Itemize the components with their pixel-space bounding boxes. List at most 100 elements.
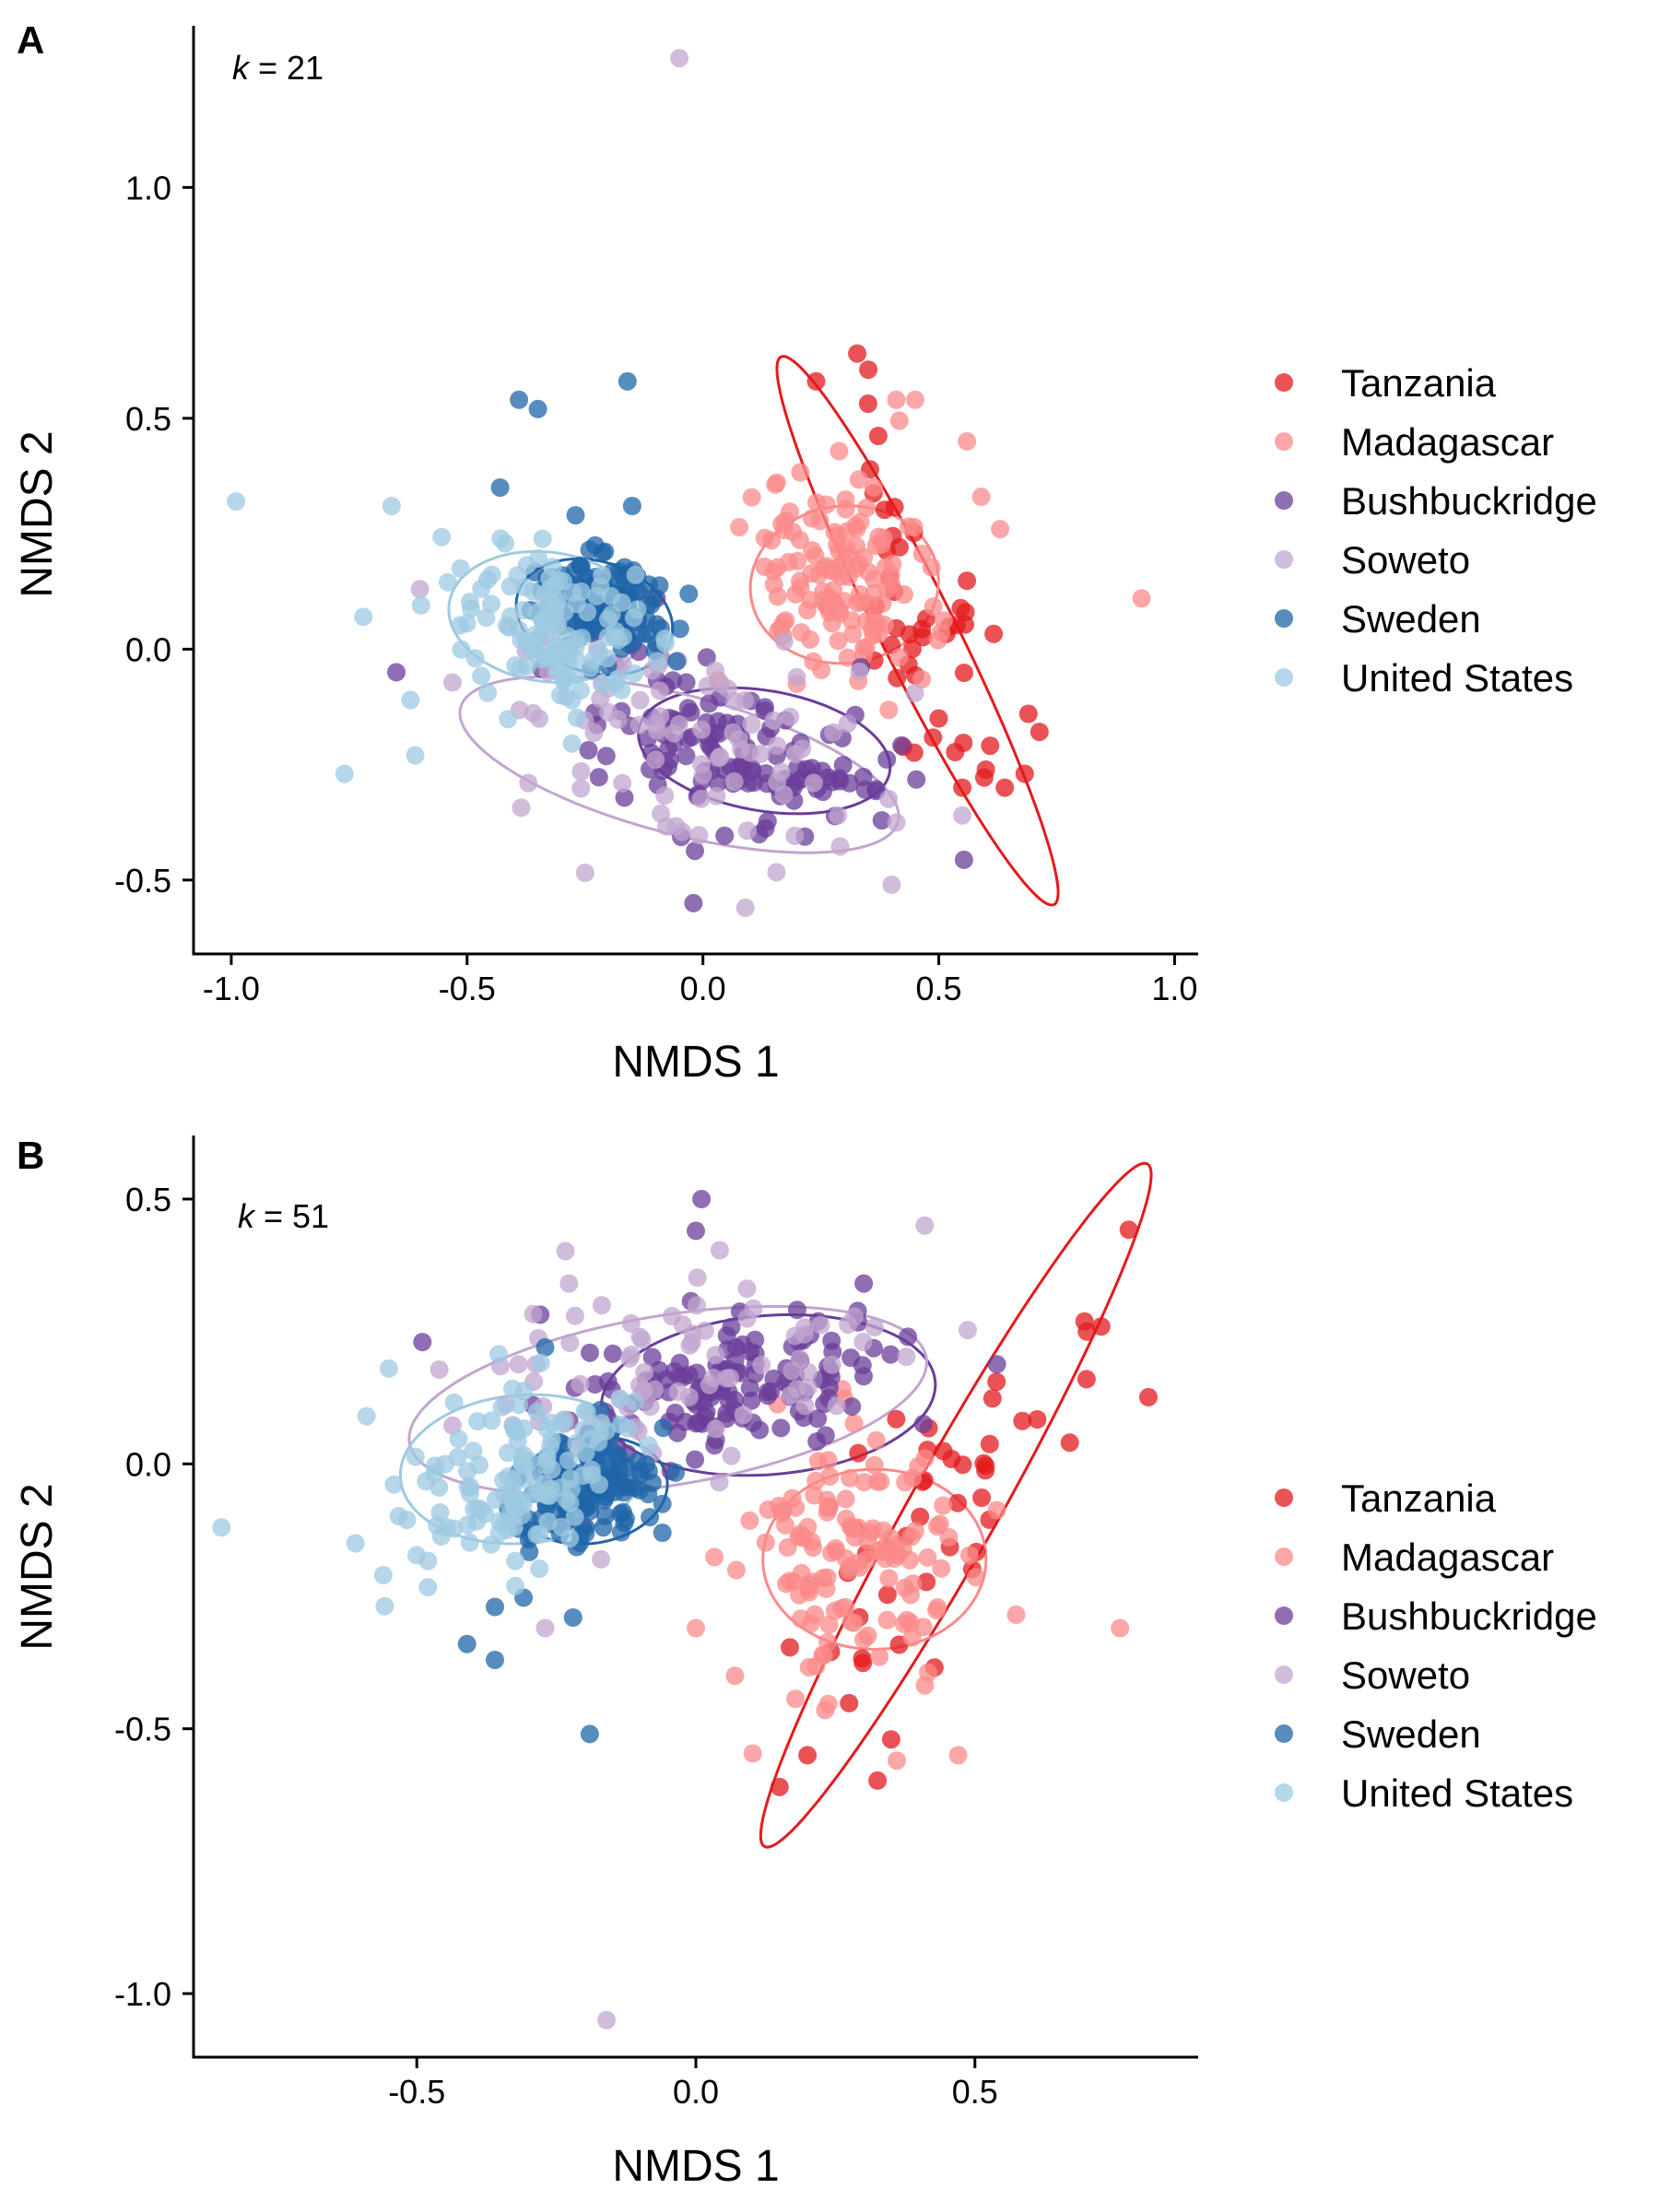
point-tanzania — [948, 1493, 968, 1512]
point-madagascar — [818, 1694, 838, 1713]
point-soweto — [648, 721, 666, 740]
legend-label-sweden: Sweden — [1341, 1712, 1481, 1756]
point-soweto — [905, 684, 924, 703]
point-tanzania — [881, 1730, 900, 1749]
point-madagascar — [786, 1689, 806, 1709]
point-soweto — [706, 661, 725, 680]
point-tanzania — [849, 1443, 868, 1463]
point-bushbuckridge — [697, 648, 716, 667]
point-soweto — [737, 1279, 757, 1299]
point-tanzania — [859, 360, 878, 380]
point-united-states — [460, 593, 479, 612]
y-tick-label: -0.5 — [114, 1711, 171, 1748]
point-united-states — [565, 1507, 584, 1526]
point-sweden — [535, 1337, 555, 1357]
point-madagascar — [764, 575, 783, 594]
point-sweden — [520, 1542, 539, 1561]
point-united-states — [401, 690, 420, 710]
point-madagascar — [879, 700, 899, 720]
point-madagascar — [958, 431, 977, 451]
point-madagascar — [900, 1613, 920, 1632]
point-madagascar — [806, 546, 825, 565]
point-tanzania — [955, 664, 973, 682]
point-madagascar — [854, 1473, 874, 1492]
point-united-states — [576, 1443, 595, 1463]
point-soweto — [752, 1356, 771, 1374]
point-united-states — [575, 1401, 594, 1420]
point-united-states — [457, 614, 477, 633]
point-tanzania — [1013, 1411, 1032, 1430]
panel-b-legend: Tanzania Madagascar Bushbuckridge Soweto Swe… — [1275, 1477, 1597, 1815]
point-madagascar — [905, 1522, 924, 1541]
panel-a-points — [227, 49, 1151, 917]
point-tanzania — [972, 1488, 992, 1507]
point-united-states — [357, 1406, 376, 1426]
point-sweden — [614, 1483, 633, 1502]
point-tanzania — [1018, 704, 1038, 724]
point-united-states — [464, 1441, 483, 1461]
point-united-states — [552, 1414, 571, 1433]
panel-b-x-axis-title: NMDS 1 — [612, 2142, 779, 2191]
point-soweto — [519, 773, 538, 793]
panel-a-x-axis-title: NMDS 1 — [612, 1038, 779, 1087]
point-united-states — [573, 1420, 593, 1440]
legend-swatch-madagascar — [1275, 432, 1293, 451]
point-soweto — [764, 711, 783, 730]
y-tick-label: -0.5 — [114, 862, 171, 900]
point-bushbuckridge — [717, 1326, 736, 1346]
point-united-states — [468, 1412, 488, 1430]
point-bushbuckridge — [596, 747, 616, 766]
point-united-states — [407, 1546, 426, 1565]
point-bushbuckridge — [758, 1382, 777, 1402]
panel-b-points — [212, 1190, 1158, 2030]
point-united-states — [537, 624, 557, 643]
legend-label-united-states: United States — [1341, 1771, 1573, 1815]
point-madagascar — [794, 1528, 813, 1547]
point-madagascar — [912, 670, 932, 688]
point-united-states — [432, 527, 452, 547]
point-soweto — [571, 1374, 590, 1394]
point-tanzania — [951, 598, 971, 618]
point-madagascar — [805, 1486, 824, 1505]
point-tanzania — [1139, 1387, 1158, 1406]
point-soweto — [887, 813, 906, 832]
point-soweto — [592, 1549, 611, 1569]
point-soweto — [799, 1362, 818, 1382]
point-tanzania — [1077, 1370, 1096, 1389]
point-bushbuckridge — [677, 747, 696, 766]
point-united-states — [482, 1411, 501, 1430]
point-soweto — [443, 673, 462, 692]
legend-label-united-states: United States — [1341, 656, 1573, 700]
point-madagascar — [846, 559, 865, 578]
point-soweto — [804, 773, 823, 793]
point-madagascar — [922, 558, 941, 577]
point-madagascar — [806, 1605, 825, 1624]
y-tick-label: 1.0 — [125, 169, 171, 206]
point-bushbuckridge — [589, 768, 608, 787]
point-united-states — [559, 1451, 578, 1470]
point-united-states — [482, 594, 500, 614]
point-united-states — [500, 606, 520, 626]
panel-a: A k = 21 -1.0 -0.5 0.0 0.5 1.0-0.50.00.51.0 … — [13, 18, 1597, 1087]
point-soweto — [781, 707, 800, 726]
point-united-states — [384, 1475, 404, 1494]
point-madagascar — [742, 488, 761, 507]
point-madagascar — [959, 1546, 979, 1565]
point-sweden — [670, 619, 689, 639]
point-united-states — [610, 1389, 629, 1408]
point-bushbuckridge — [387, 663, 406, 682]
point-madagascar — [866, 1430, 886, 1450]
point-madagascar — [888, 1751, 906, 1771]
point-united-states — [530, 1559, 549, 1578]
point-tanzania — [929, 709, 948, 728]
x-tick-label: 0.5 — [952, 2073, 998, 2111]
point-bushbuckridge — [603, 1344, 622, 1363]
point-madagascar — [858, 1626, 877, 1645]
point-bushbuckridge — [818, 768, 838, 787]
point-soweto — [509, 1355, 528, 1374]
point-soweto — [915, 1216, 935, 1235]
point-united-states — [452, 640, 471, 659]
point-tanzania — [976, 760, 995, 779]
point-soweto — [652, 804, 671, 823]
point-tanzania — [877, 1585, 897, 1605]
